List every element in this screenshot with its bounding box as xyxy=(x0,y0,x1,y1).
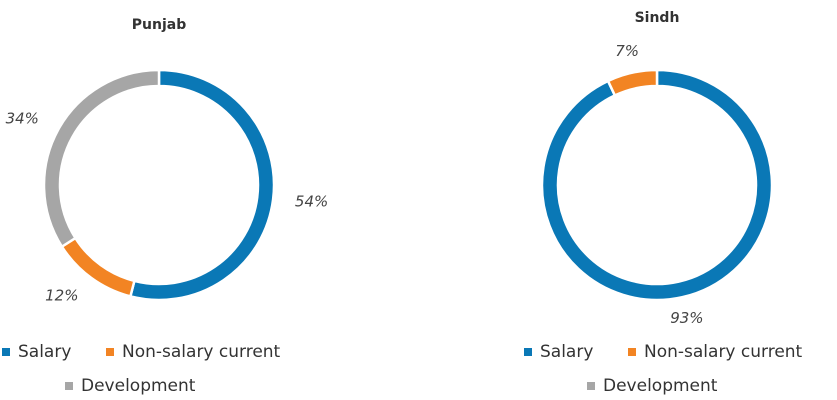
value-label: 12% xyxy=(45,286,78,304)
donut-segment xyxy=(42,68,161,249)
legend-swatch xyxy=(2,348,10,356)
legend-swatch xyxy=(587,382,595,390)
legend-label: Salary xyxy=(540,342,593,362)
legend-label: Non-salary current xyxy=(644,342,803,362)
legend-label: Non-salary current xyxy=(122,342,281,362)
legend-swatch xyxy=(106,348,114,356)
donut-chart: Sindh 93% 7% Salary Non-salary current Develo… xyxy=(524,10,803,396)
donut-segment xyxy=(606,68,659,98)
donut-chart: Punjab 54% 12% 34% Salary Non-salary current D… xyxy=(2,17,328,396)
value-label: 34% xyxy=(6,109,39,127)
legend-swatch xyxy=(628,348,636,356)
legend-swatch xyxy=(65,382,73,390)
legend-label: Development xyxy=(603,376,718,396)
legend-label: Development xyxy=(81,376,196,396)
donut-segment xyxy=(540,68,774,302)
legend-label: Salary xyxy=(18,342,71,362)
chart-title: Sindh xyxy=(635,10,680,26)
value-label: 93% xyxy=(670,309,703,327)
value-label: 54% xyxy=(295,193,328,211)
value-label: 7% xyxy=(615,42,639,60)
legend-swatch xyxy=(524,348,532,356)
donut-segment xyxy=(128,68,276,302)
chart-title: Punjab xyxy=(132,17,186,33)
